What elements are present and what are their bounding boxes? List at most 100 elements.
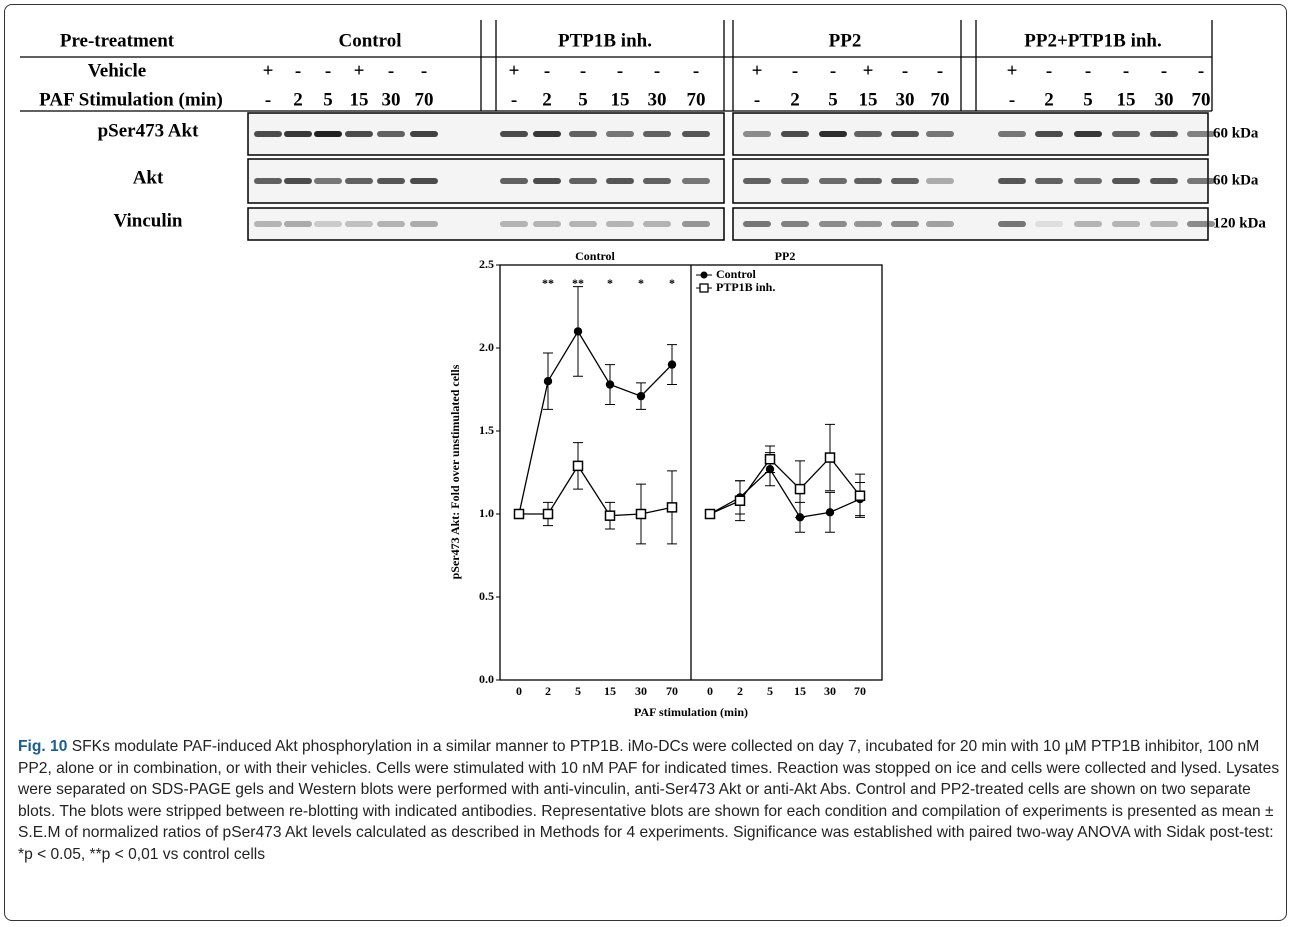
band: [314, 178, 342, 184]
band: [254, 131, 282, 137]
vehicle-mark: -: [1085, 60, 1091, 81]
vehicle-mark: -: [325, 60, 331, 81]
stimulation-mark: 5: [1083, 89, 1093, 110]
band: [1150, 221, 1178, 227]
band: [743, 131, 771, 137]
point: [668, 503, 677, 512]
vehicle-mark: +: [1007, 60, 1018, 81]
stimulation-mark: 2: [790, 89, 800, 110]
vehicle-mark: +: [863, 60, 874, 81]
band: [854, 221, 882, 227]
vehicle-mark: +: [263, 60, 274, 81]
stimulation-mark: 15: [859, 89, 878, 110]
band: [569, 178, 597, 184]
band: [377, 178, 405, 184]
point: [574, 461, 583, 470]
band: [926, 178, 954, 184]
band: [891, 131, 919, 137]
stimulation-mark: -: [511, 89, 517, 110]
band: [1074, 221, 1102, 227]
legend-marker: [701, 272, 708, 279]
x-tick-label: 2: [737, 684, 743, 698]
band: [1035, 178, 1063, 184]
size-label: 60 kDa: [1213, 172, 1259, 188]
band: [254, 178, 282, 184]
vehicle-mark: -: [830, 60, 836, 81]
band: [1150, 131, 1178, 137]
legend-label: PTP1B inh.: [716, 280, 775, 294]
caption-label: Fig. 10: [18, 738, 67, 755]
point: [606, 380, 614, 388]
band: [682, 178, 710, 184]
size-label: 60 kDa: [1213, 125, 1259, 141]
vehicle-mark: -: [937, 60, 943, 81]
band: [500, 221, 528, 227]
stimulation-mark: 15: [1117, 89, 1136, 110]
point: [515, 510, 524, 519]
band: [1187, 221, 1215, 227]
band: [606, 221, 634, 227]
figure-page: Pre-treatment Control PTP1B inh. PP2 PP2…: [0, 0, 1293, 927]
point: [544, 377, 552, 385]
band: [284, 131, 312, 137]
y-tick-label: 2.0: [479, 340, 494, 354]
band: [854, 131, 882, 137]
band: [377, 131, 405, 137]
series-line: [710, 469, 860, 517]
point: [574, 327, 582, 335]
band: [1112, 131, 1140, 137]
vehicle-mark: -: [792, 60, 798, 81]
band: [1035, 131, 1063, 137]
caption: Fig. 10 SFKs modulate PAF-induced Akt ph…: [18, 736, 1280, 865]
point: [637, 392, 645, 400]
vehicle-mark: +: [752, 60, 763, 81]
protein-label: pSer473 Akt: [98, 120, 199, 141]
panel-title: Control: [575, 249, 615, 263]
point: [796, 485, 805, 494]
vehicle-mark: -: [295, 60, 301, 81]
band: [743, 178, 771, 184]
y-tick-label: 1.0: [479, 506, 494, 520]
band: [743, 221, 771, 227]
x-axis-label: PAF stimulation (min): [634, 705, 748, 719]
y-tick-label: 2.5: [479, 257, 494, 271]
vehicle-mark: +: [509, 60, 520, 81]
vehicle-mark: -: [902, 60, 908, 81]
stimulation-mark: 30: [1155, 89, 1174, 110]
vehicle-mark: -: [693, 60, 699, 81]
band: [533, 221, 561, 227]
size-label: 120 kDa: [1213, 215, 1266, 231]
header-label: Pre-treatment: [60, 30, 175, 51]
band: [569, 221, 597, 227]
series-line: [710, 458, 860, 514]
band: [410, 131, 438, 137]
y-tick-label: 0.5: [479, 589, 494, 603]
x-tick-label: 5: [767, 684, 773, 698]
band: [284, 178, 312, 184]
stimulation-mark: 2: [542, 89, 552, 110]
vehicle-mark: +: [354, 60, 365, 81]
band: [1074, 178, 1102, 184]
band: [998, 178, 1026, 184]
vehicle-mark: -: [617, 60, 623, 81]
x-tick-label: 30: [824, 684, 836, 698]
band: [1035, 221, 1063, 227]
stimulation-mark: 5: [578, 89, 588, 110]
header-group: PP2: [829, 30, 862, 51]
band: [643, 178, 671, 184]
point: [606, 511, 615, 520]
band: [1187, 131, 1215, 137]
vehicle-mark: -: [388, 60, 394, 81]
series-line: [519, 331, 672, 514]
figure: Pre-treatment Control PTP1B inh. PP2 PP2…: [0, 0, 1293, 735]
band: [643, 131, 671, 137]
point: [736, 496, 745, 505]
header-group: Control: [339, 30, 402, 51]
x-tick-label: 5: [575, 684, 581, 698]
band: [569, 131, 597, 137]
band: [1074, 131, 1102, 137]
vehicle-mark: -: [654, 60, 660, 81]
x-tick-label: 2: [545, 684, 551, 698]
y-tick-label: 0.0: [479, 672, 494, 686]
stimulation-mark: 70: [1192, 89, 1211, 110]
